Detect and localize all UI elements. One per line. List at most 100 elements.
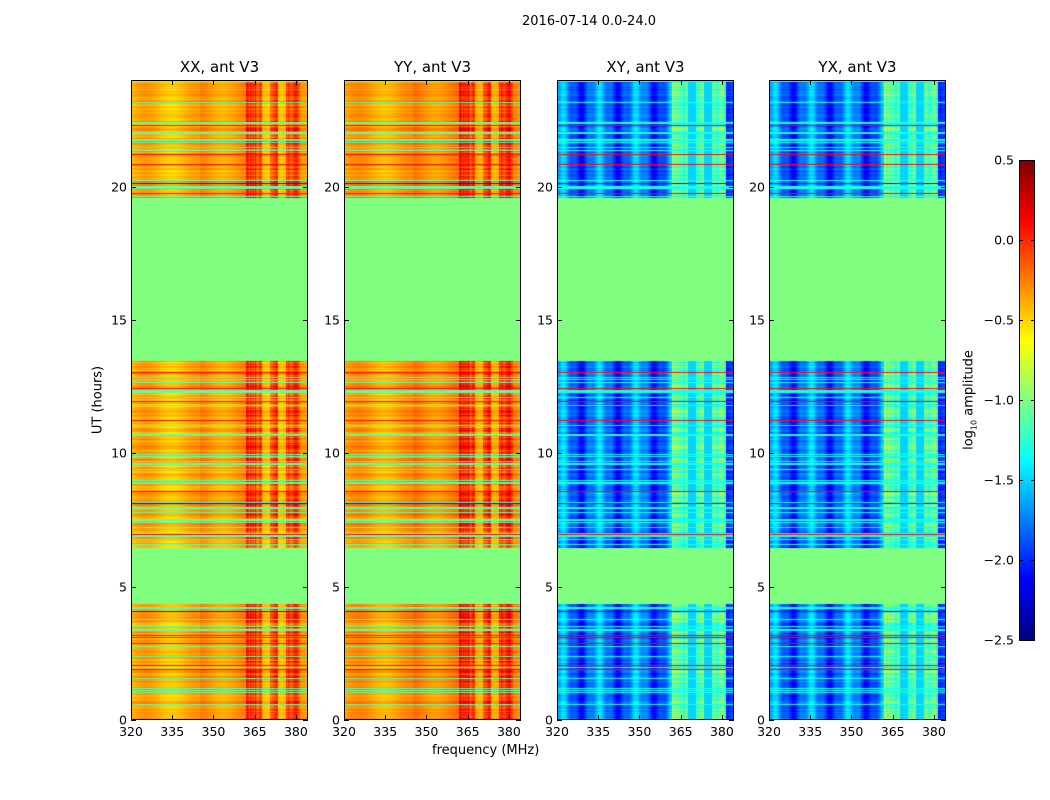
colorbar-tick-mark [1031, 160, 1035, 161]
colorbar-tick-mark [1019, 560, 1023, 561]
colorbar-tick-mark [1031, 400, 1035, 401]
x-tick-mark [385, 715, 387, 720]
x-tick-mark [769, 715, 770, 720]
x-tick-label: 320 [757, 724, 781, 739]
y-tick-label: 15 [749, 312, 765, 328]
y-tick-mark [941, 453, 946, 455]
x-tick-mark [426, 715, 428, 720]
y-tick-label: 5 [119, 579, 127, 595]
y-tick-mark [729, 320, 734, 321]
y-tick-mark [516, 720, 521, 721]
x-axis-label: frequency (MHz) [432, 743, 540, 758]
colorbar-label: log10 amplitude [962, 350, 979, 450]
heatmap-image [132, 81, 307, 719]
y-tick-mark [303, 453, 308, 455]
y-tick-label: 20 [537, 179, 553, 195]
y-tick-mark [729, 186, 734, 188]
x-tick-label: 380 [283, 724, 308, 739]
x-tick-mark [172, 80, 174, 85]
y-tick-label: 15 [111, 312, 127, 328]
y-tick-mark [344, 453, 349, 455]
x-tick-label: 365 [880, 724, 905, 739]
x-tick-mark [467, 715, 469, 720]
heatmap-panel [131, 80, 308, 720]
x-tick-mark [892, 715, 894, 720]
y-tick-label: 5 [332, 579, 340, 595]
x-tick-mark [639, 80, 641, 85]
x-tick-mark [557, 715, 558, 720]
x-tick-label: 380 [496, 724, 521, 739]
x-tick-mark [639, 715, 641, 720]
x-tick-mark [851, 80, 853, 85]
colorbar-tick-mark [1019, 400, 1023, 401]
y-tick-label: 15 [324, 312, 340, 328]
x-tick-mark [721, 715, 723, 720]
x-tick-mark [892, 80, 894, 85]
colorbar-tick-label: −1.0 [983, 392, 1014, 408]
x-tick-mark [467, 80, 469, 85]
y-tick-mark [941, 186, 946, 188]
colorbar-tick-label: −0.5 [983, 312, 1014, 328]
colorbar-tick-mark [1031, 240, 1035, 241]
y-tick-mark [729, 586, 734, 588]
x-tick-label: 320 [545, 724, 569, 739]
y-tick-mark [769, 586, 774, 588]
x-tick-mark [385, 80, 387, 85]
y-tick-label: 10 [324, 445, 340, 461]
y-tick-label: 10 [111, 445, 127, 461]
y-tick-mark [941, 720, 946, 721]
y-axis-label: UT (hours) [90, 365, 106, 435]
panel-title: XX, ant V3 [179, 58, 260, 76]
x-tick-label: 380 [709, 724, 734, 739]
heatmap-image [558, 81, 733, 719]
x-tick-label: 365 [455, 724, 480, 739]
x-tick-label: 380 [921, 724, 946, 739]
x-tick-mark [851, 715, 853, 720]
x-tick-mark [295, 715, 297, 720]
y-tick-label: 10 [537, 445, 553, 461]
x-tick-mark [598, 715, 600, 720]
panel-title: YX, ant V3 [818, 58, 897, 76]
x-tick-mark [213, 80, 215, 85]
y-tick-mark [131, 586, 136, 588]
y-tick-mark [516, 586, 521, 588]
x-tick-mark [508, 80, 510, 85]
x-tick-mark [933, 80, 935, 85]
y-tick-mark [303, 186, 308, 188]
x-tick-label: 320 [119, 724, 143, 739]
y-tick-mark [516, 186, 521, 188]
y-tick-mark [344, 320, 349, 321]
colorbar-tick-label: 0.5 [994, 152, 1014, 168]
colorbar-label-sub: 10 [969, 419, 979, 431]
colorbar-tick-label: −2.5 [983, 632, 1014, 648]
x-tick-label: 350 [201, 724, 226, 739]
y-tick-mark [516, 320, 521, 321]
x-tick-mark [131, 715, 132, 720]
x-tick-mark [254, 80, 256, 85]
x-tick-label: 320 [332, 724, 356, 739]
y-tick-label: 0 [757, 712, 765, 728]
y-tick-mark [557, 453, 562, 455]
x-tick-label: 335 [373, 724, 398, 739]
x-tick-mark [344, 715, 345, 720]
colorbar-label-log: log [961, 430, 977, 450]
y-tick-mark [131, 320, 136, 321]
y-tick-label: 20 [111, 179, 127, 195]
y-tick-mark [557, 586, 562, 588]
y-tick-label: 0 [119, 712, 127, 728]
y-tick-label: 20 [324, 179, 340, 195]
x-tick-mark [213, 715, 215, 720]
y-tick-label: 5 [757, 579, 765, 595]
x-tick-mark [598, 80, 600, 85]
heatmap-image [345, 81, 520, 719]
y-tick-mark [303, 720, 308, 721]
y-tick-label: 10 [749, 445, 765, 461]
y-tick-mark [131, 720, 136, 721]
x-tick-mark [426, 80, 428, 85]
x-tick-mark [680, 80, 682, 85]
colorbar-tick-mark [1031, 480, 1035, 481]
y-tick-mark [769, 720, 774, 721]
y-tick-mark [303, 320, 308, 321]
panel-title: XY, ant V3 [606, 58, 685, 76]
